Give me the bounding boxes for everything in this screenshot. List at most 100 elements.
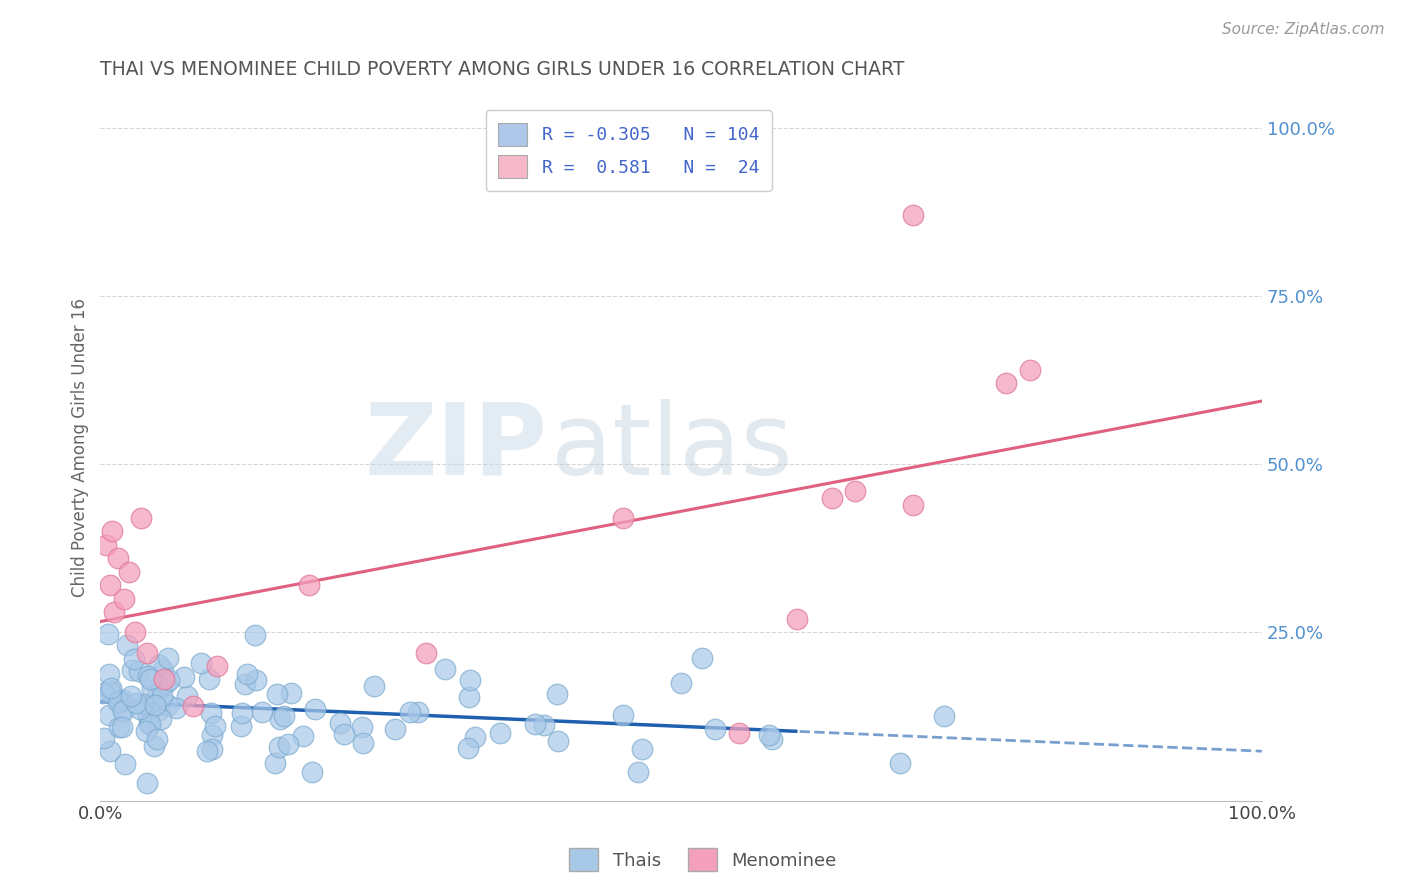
Point bbox=[932, 709, 955, 723]
Point bbox=[690, 651, 713, 665]
Point bbox=[132, 697, 155, 711]
Point bbox=[233, 676, 256, 690]
Point bbox=[263, 756, 285, 770]
Point bbox=[139, 673, 162, 687]
Point bbox=[157, 673, 180, 687]
Point bbox=[457, 740, 479, 755]
Point bbox=[277, 737, 299, 751]
Point bbox=[903, 498, 925, 512]
Point bbox=[250, 705, 273, 719]
Point bbox=[195, 743, 218, 757]
Point bbox=[136, 709, 159, 723]
Point bbox=[728, 726, 751, 740]
Point bbox=[91, 686, 114, 700]
Point bbox=[100, 681, 122, 695]
Text: THAI VS MENOMINEE CHILD POVERTY AMONG GIRLS UNDER 16 CORRELATION CHART: THAI VS MENOMINEE CHILD POVERTY AMONG GI… bbox=[100, 60, 904, 78]
Point bbox=[121, 663, 143, 677]
Point bbox=[245, 628, 267, 642]
Point bbox=[93, 731, 115, 746]
Point bbox=[153, 673, 176, 687]
Point bbox=[612, 708, 634, 723]
Point bbox=[458, 690, 481, 704]
Point bbox=[114, 757, 136, 772]
Point bbox=[143, 739, 166, 753]
Point bbox=[821, 491, 844, 505]
Y-axis label: Child Poverty Among Girls Under 16: Child Poverty Among Girls Under 16 bbox=[72, 298, 89, 597]
Point bbox=[128, 664, 150, 678]
Point bbox=[138, 717, 160, 731]
Point bbox=[546, 687, 568, 701]
Point bbox=[363, 679, 385, 693]
Point bbox=[434, 662, 457, 676]
Point bbox=[173, 670, 195, 684]
Legend: Thais, Menominee: Thais, Menominee bbox=[562, 841, 844, 879]
Point bbox=[1018, 363, 1040, 377]
Point bbox=[201, 742, 224, 756]
Point bbox=[115, 639, 138, 653]
Text: Source: ZipAtlas.com: Source: ZipAtlas.com bbox=[1222, 22, 1385, 37]
Point bbox=[100, 744, 122, 758]
Point bbox=[399, 705, 422, 719]
Point bbox=[231, 706, 253, 721]
Point bbox=[97, 667, 120, 681]
Point bbox=[103, 605, 125, 619]
Point bbox=[612, 511, 634, 525]
Point bbox=[269, 712, 291, 726]
Point bbox=[630, 742, 652, 756]
Point bbox=[229, 719, 252, 733]
Point bbox=[111, 720, 134, 734]
Point bbox=[156, 698, 179, 712]
Point bbox=[124, 625, 146, 640]
Point bbox=[111, 704, 134, 718]
Point bbox=[464, 730, 486, 744]
Point bbox=[758, 728, 780, 742]
Point bbox=[889, 756, 911, 770]
Point bbox=[547, 734, 569, 748]
Point bbox=[135, 723, 157, 738]
Point bbox=[152, 664, 174, 678]
Point bbox=[198, 673, 221, 687]
Point bbox=[204, 719, 226, 733]
Point bbox=[458, 673, 481, 687]
Point bbox=[112, 692, 135, 706]
Point bbox=[329, 716, 352, 731]
Point bbox=[301, 765, 323, 780]
Point bbox=[112, 591, 135, 606]
Point bbox=[143, 698, 166, 712]
Point bbox=[129, 702, 152, 716]
Point bbox=[107, 695, 129, 709]
Point bbox=[200, 706, 222, 720]
Point bbox=[98, 685, 121, 699]
Legend: R = -0.305   N = 104, R =  0.581   N =  24: R = -0.305 N = 104, R = 0.581 N = 24 bbox=[486, 110, 772, 191]
Point bbox=[108, 720, 131, 734]
Point bbox=[489, 726, 512, 740]
Point bbox=[107, 693, 129, 707]
Point bbox=[704, 722, 727, 736]
Point bbox=[415, 646, 437, 660]
Point bbox=[627, 764, 650, 779]
Point bbox=[146, 731, 169, 746]
Point bbox=[118, 565, 141, 579]
Point bbox=[97, 707, 120, 722]
Point bbox=[146, 685, 169, 699]
Point bbox=[267, 740, 290, 755]
Point bbox=[135, 646, 157, 660]
Point bbox=[333, 727, 356, 741]
Point bbox=[190, 656, 212, 670]
Point bbox=[524, 717, 547, 731]
Point bbox=[266, 687, 288, 701]
Point bbox=[138, 717, 160, 731]
Point bbox=[100, 684, 122, 698]
Point bbox=[101, 524, 124, 539]
Point bbox=[149, 680, 172, 694]
Point bbox=[786, 612, 808, 626]
Point bbox=[165, 701, 187, 715]
Point bbox=[129, 511, 152, 525]
Point bbox=[903, 208, 925, 222]
Point bbox=[97, 626, 120, 640]
Point bbox=[669, 676, 692, 690]
Point bbox=[96, 538, 118, 552]
Point bbox=[111, 702, 134, 716]
Point bbox=[120, 689, 142, 703]
Point bbox=[124, 696, 146, 710]
